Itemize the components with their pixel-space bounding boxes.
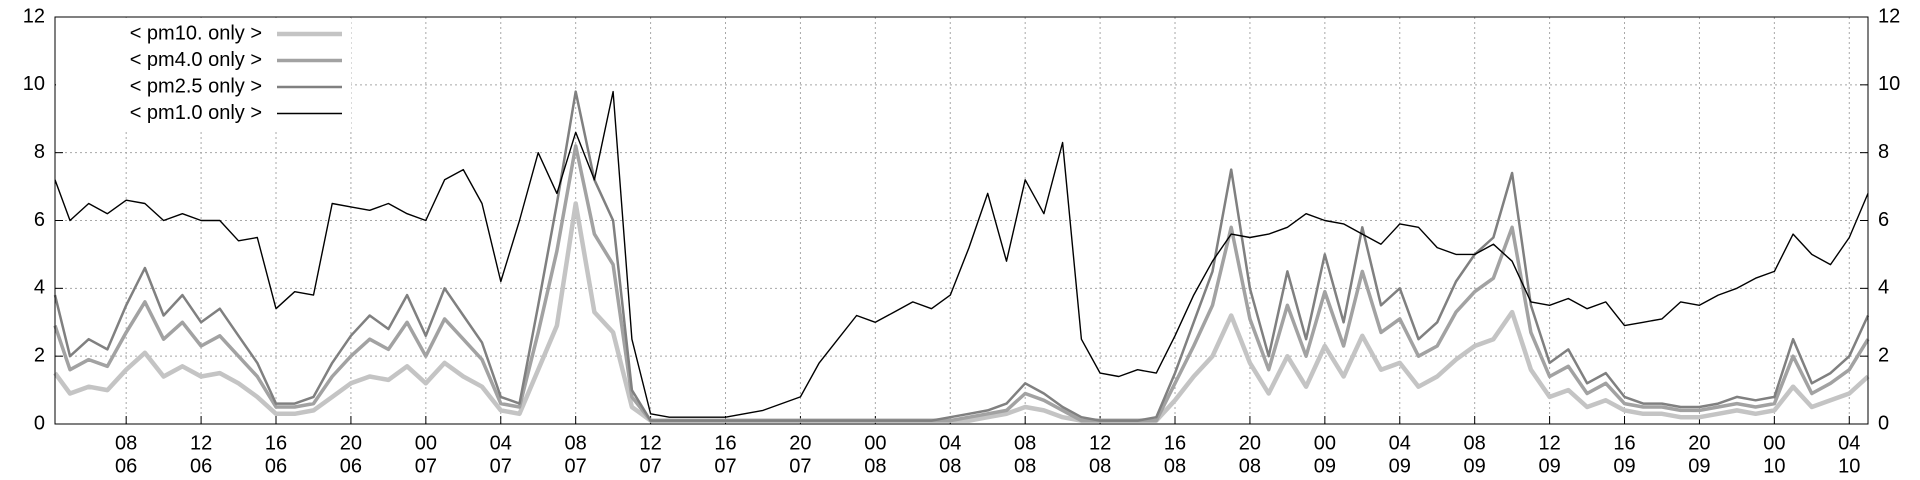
x-tick-label: 12 xyxy=(1089,432,1111,454)
x-tick-label: 06 xyxy=(190,455,212,477)
y-tick-label: 2 xyxy=(34,344,45,366)
x-tick-label: 08 xyxy=(1164,455,1186,477)
x-tick-label: 20 xyxy=(789,432,811,454)
y2-tick-label: 8 xyxy=(1878,141,1889,163)
x-tick-label: 07 xyxy=(639,455,661,477)
x-tick-label: 16 xyxy=(1164,432,1186,454)
x-tick-label: 09 xyxy=(1389,455,1411,477)
y-tick-label: 0 xyxy=(34,412,45,434)
x-tick-label: 08 xyxy=(1014,432,1036,454)
x-tick-label: 06 xyxy=(115,455,137,477)
x-tick-label: 08 xyxy=(939,455,961,477)
x-tick-label: 09 xyxy=(1688,455,1710,477)
x-tick-label: 08 xyxy=(864,455,886,477)
legend-label: < pm2.5 only > xyxy=(130,75,262,97)
x-tick-label: 04 xyxy=(490,432,512,454)
x-tick-label: 04 xyxy=(1838,432,1860,454)
x-tick-label: 00 xyxy=(1314,432,1336,454)
x-tick-label: 06 xyxy=(340,455,362,477)
y2-tick-label: 2 xyxy=(1878,344,1889,366)
y-tick-label: 12 xyxy=(23,5,45,27)
x-tick-label: 07 xyxy=(415,455,437,477)
y2-tick-label: 10 xyxy=(1878,73,1900,95)
x-tick-label: 10 xyxy=(1838,455,1860,477)
y2-tick-label: 12 xyxy=(1878,5,1900,27)
x-tick-label: 08 xyxy=(1464,432,1486,454)
legend-label: < pm1.0 only > xyxy=(130,102,262,124)
legend-background xyxy=(56,18,351,130)
series-line xyxy=(53,144,1870,423)
x-tick-label: 08 xyxy=(115,432,137,454)
x-tick-label: 08 xyxy=(565,432,587,454)
x-tick-label: 08 xyxy=(1089,455,1111,477)
x-tick-label: 09 xyxy=(1613,455,1635,477)
y2-tick-label: 0 xyxy=(1878,412,1889,434)
plot-frame xyxy=(54,16,1869,425)
legend-label: < pm4.0 only > xyxy=(130,49,262,71)
x-tick-label: 20 xyxy=(1239,432,1261,454)
y-tick-label: 6 xyxy=(34,209,45,231)
x-tick-label: 07 xyxy=(714,455,736,477)
legend: < pm10. only > < pm4.0 only > < pm2.5 only… xyxy=(56,18,351,130)
x-tick-label: 12 xyxy=(639,432,661,454)
x-tick-label: 07 xyxy=(565,455,587,477)
x-tick-label: 16 xyxy=(714,432,736,454)
x-tick-label: 06 xyxy=(265,455,287,477)
y-tick-label: 8 xyxy=(34,141,45,163)
x-tick-label: 04 xyxy=(1389,432,1411,454)
x-tick-label: 09 xyxy=(1538,455,1560,477)
x-tick-label: 00 xyxy=(864,432,886,454)
x-tick-label: 12 xyxy=(1538,432,1560,454)
x-tick-label: 16 xyxy=(1613,432,1635,454)
x-tick-label: 20 xyxy=(340,432,362,454)
x-tick-label: 16 xyxy=(265,432,287,454)
x-tick-label: 08 xyxy=(1239,455,1261,477)
series-line xyxy=(53,90,1870,422)
y2-tick-label: 6 xyxy=(1878,209,1889,231)
legend-label: < pm10. only > xyxy=(130,22,262,44)
x-tick-label: 00 xyxy=(1763,432,1785,454)
x-tick-label: 20 xyxy=(1688,432,1710,454)
y-tick-label: 10 xyxy=(23,73,45,95)
series-line xyxy=(54,90,1869,418)
x-tick-label: 08 xyxy=(1014,455,1036,477)
y2-tick-label: 4 xyxy=(1878,277,1889,299)
x-tick-label: 00 xyxy=(415,432,437,454)
x-tick-label: 07 xyxy=(789,455,811,477)
x-tick-label: 04 xyxy=(939,432,961,454)
y-tick-label: 4 xyxy=(34,277,45,299)
x-tick-label: 12 xyxy=(190,432,212,454)
x-tick-label: 09 xyxy=(1314,455,1336,477)
x-tick-label: 10 xyxy=(1763,455,1785,477)
x-tick-label: 09 xyxy=(1464,455,1486,477)
x-tick-label: 07 xyxy=(490,455,512,477)
